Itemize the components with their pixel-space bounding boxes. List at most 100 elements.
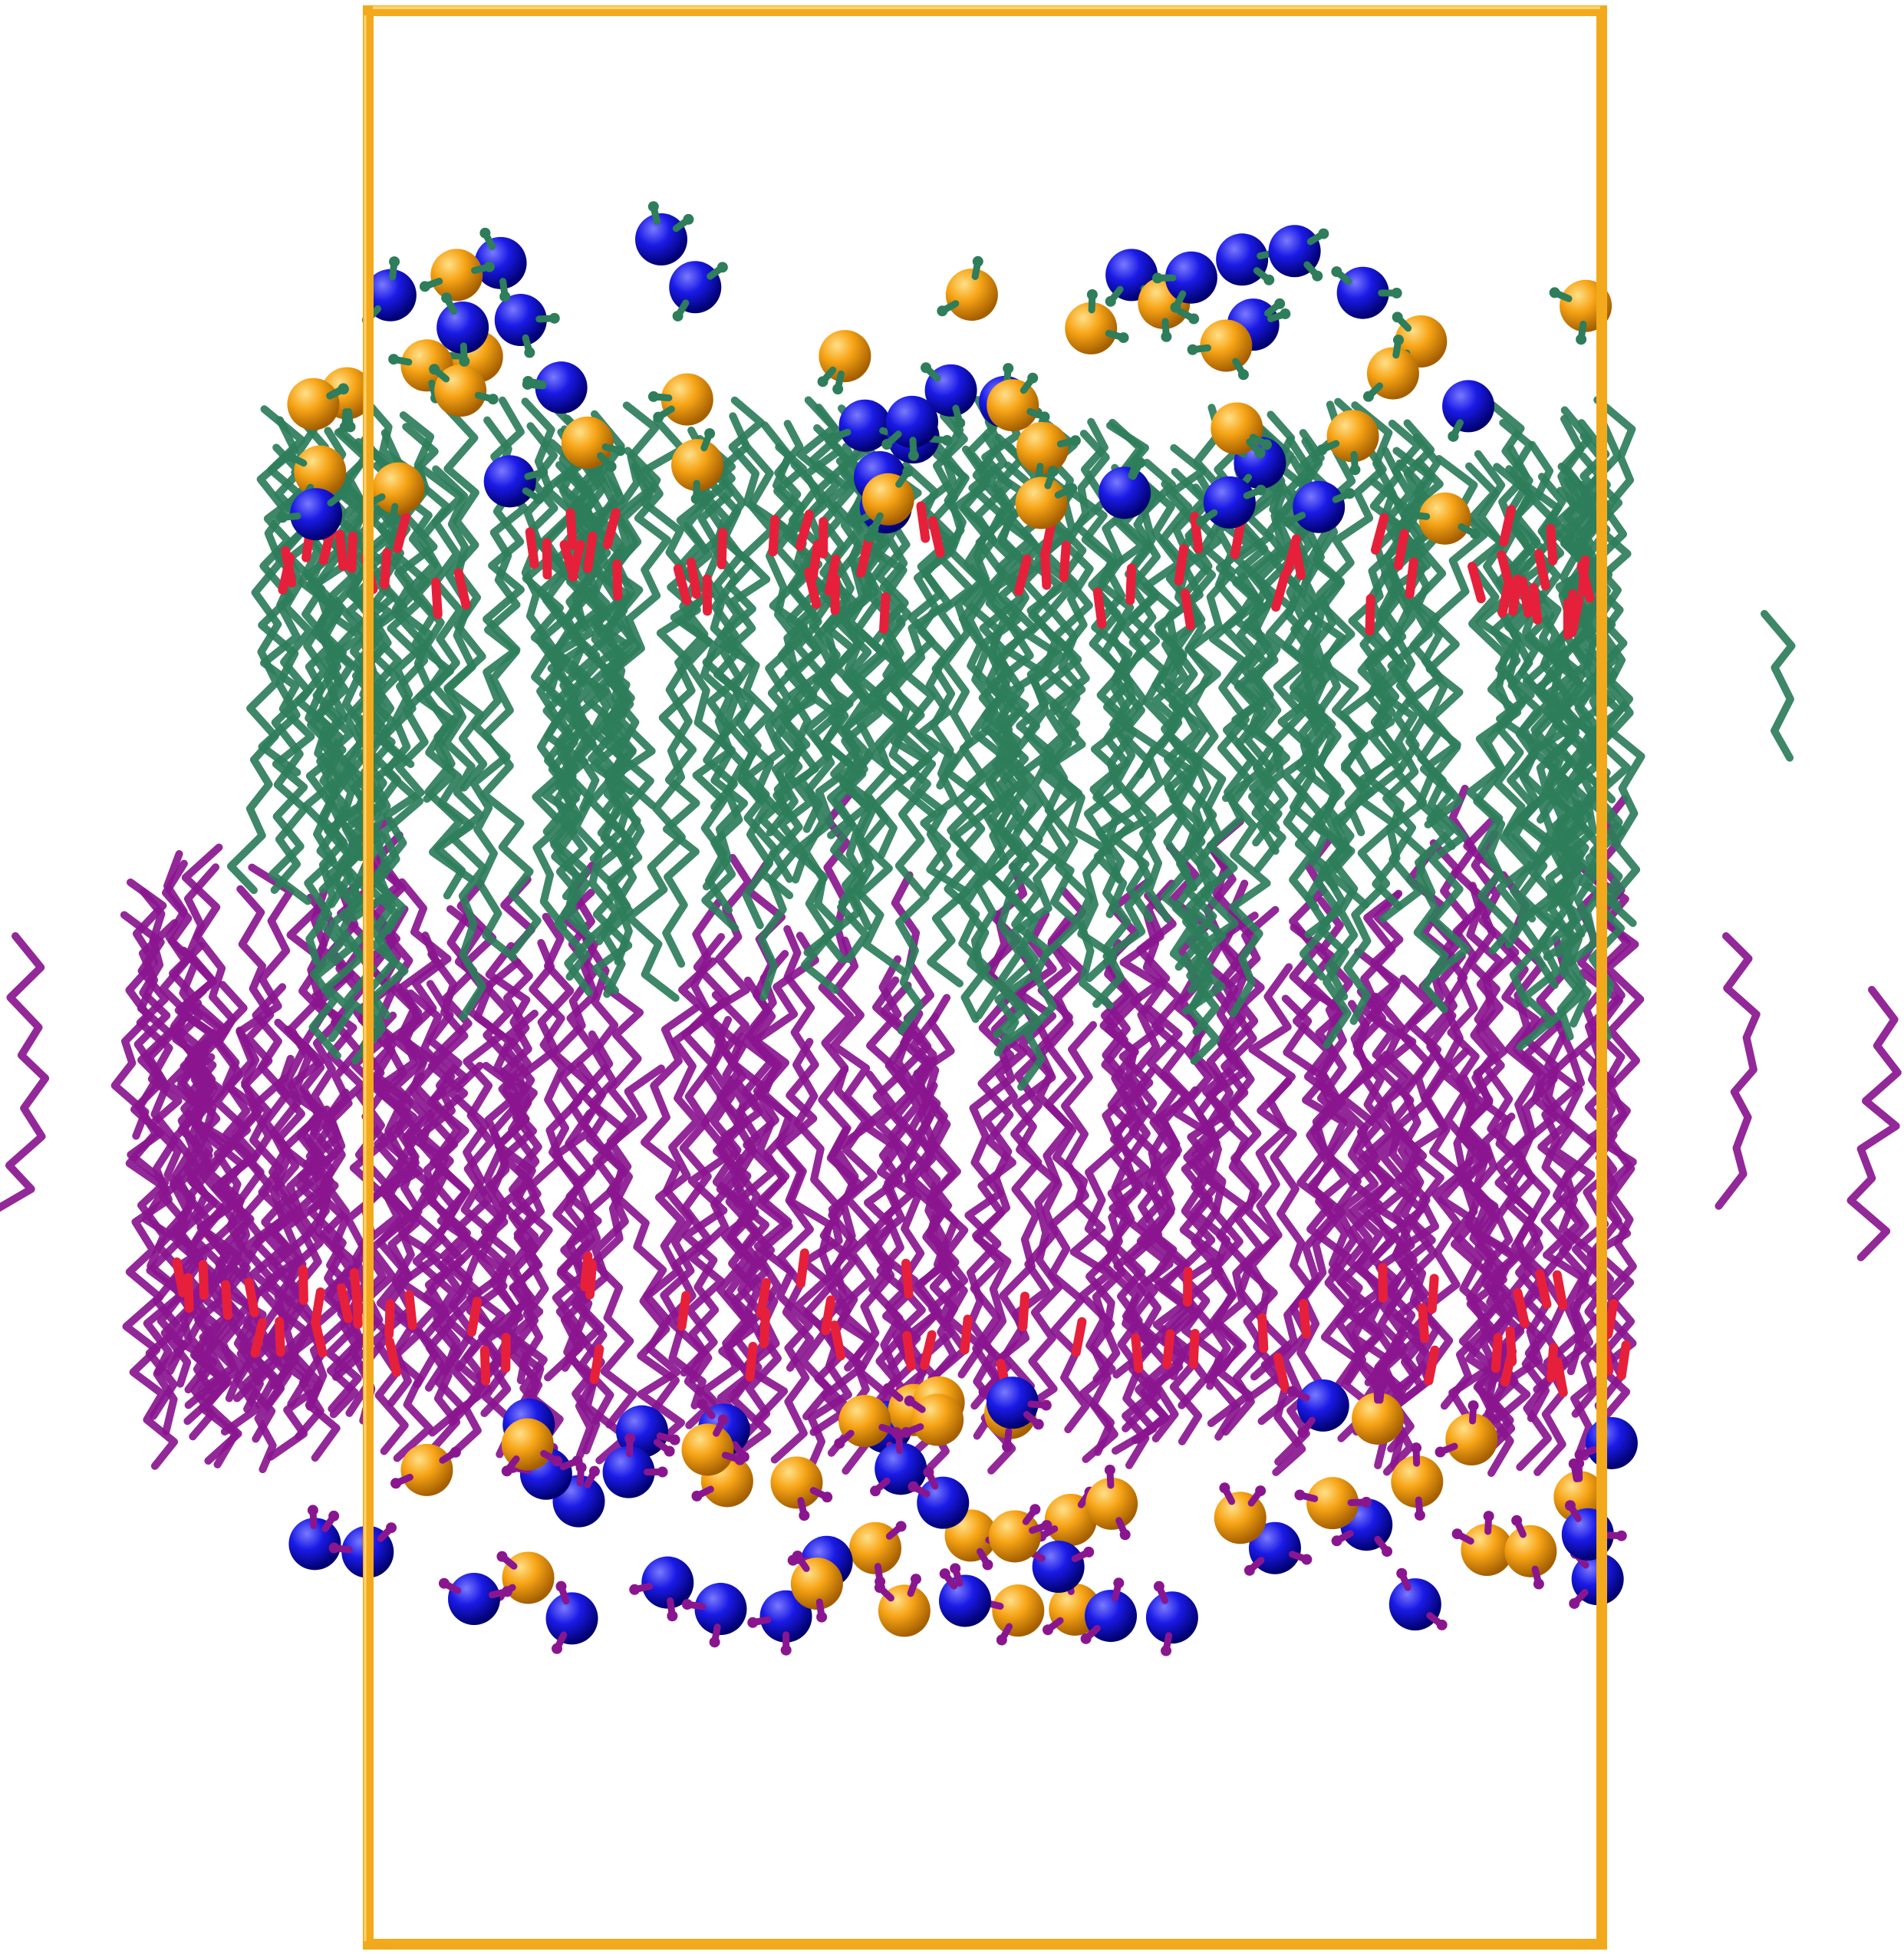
ester-oxygen-bond — [1378, 1262, 1388, 1303]
ester-oxygen-bond — [1365, 594, 1375, 636]
ester-oxygen-bond — [466, 1297, 482, 1337]
upper-lipid-chain — [864, 482, 931, 1035]
ester-oxygen-bond — [1529, 582, 1543, 625]
nitrogen-bead — [917, 1476, 970, 1529]
ester-oxygen-bond — [542, 538, 552, 580]
upper-lipid-chain — [589, 463, 652, 941]
nitrogen-bead — [1099, 466, 1151, 519]
ester-oxygen-bond — [1131, 1333, 1144, 1373]
ester-oxygen-bond — [1468, 562, 1486, 604]
ester-oxygen-bond — [1230, 517, 1246, 559]
ester-oxygen-bond — [1059, 540, 1071, 582]
lower-lipid-chain — [590, 1064, 665, 1429]
lower-lipid-chain — [1543, 1030, 1613, 1457]
lower-lipid-chain — [741, 950, 813, 1464]
phosphate-bead — [294, 445, 347, 498]
lower-lipid-chain — [1221, 963, 1296, 1436]
upper-lipid-chain — [1516, 440, 1590, 1051]
ester-oxygen-bond — [347, 531, 357, 573]
lower-lipid-chain — [1102, 997, 1162, 1469]
lower-lipid-chain — [337, 881, 442, 1389]
upper-lipid-chain — [608, 417, 687, 809]
ester-oxygen-bond — [1071, 1317, 1087, 1357]
ester-oxygen-bond — [821, 1295, 835, 1336]
ester-oxygen-bond — [920, 1330, 937, 1370]
ester-oxygen-bond — [336, 1283, 353, 1323]
phosphate-bead — [1391, 1455, 1444, 1508]
nitrogen-bead — [448, 1573, 500, 1625]
lower-lipid-chain — [1178, 905, 1280, 1409]
lower-lipid-chain — [305, 964, 364, 1411]
ester-oxygen-bond — [1040, 548, 1052, 590]
lower-lipid-chain — [0, 932, 50, 1212]
nitrogen-bead — [669, 261, 722, 314]
ester-oxygen-bond — [745, 1341, 758, 1382]
lower-lipid-chain — [664, 898, 723, 1429]
lower-lipid-chain — [1456, 1074, 1520, 1462]
upper-lipid-chain — [696, 434, 763, 803]
ester-oxygen-bond — [1299, 1299, 1311, 1340]
upper-lipid-chain — [797, 470, 867, 833]
ester-oxygen-bond — [583, 531, 598, 573]
ester-oxygen-bond — [879, 592, 891, 634]
lower-lipid-chain — [861, 1070, 926, 1438]
ester-oxygen-bond — [1162, 1329, 1175, 1370]
ester-oxygen-bond — [927, 516, 945, 558]
lower-lipid-chain — [838, 871, 935, 1475]
nitrogen-bead — [474, 236, 527, 289]
phosphate-bead — [770, 1456, 823, 1509]
ester-oxygen-bond — [1553, 1357, 1568, 1398]
ester-oxygen-bond — [1427, 1274, 1439, 1314]
phosphate-bead — [1200, 319, 1253, 372]
nitrogen-bead — [535, 361, 588, 414]
ester-oxygen-bond — [1405, 557, 1418, 599]
phosphate-bead — [372, 462, 425, 515]
ester-oxygen-bond — [585, 1259, 597, 1300]
ester-oxygen-bond — [808, 540, 822, 582]
ester-oxygen-bond — [1533, 549, 1550, 591]
ester-oxygen-bonds — [172, 501, 1631, 1399]
phosphate-bead — [988, 1510, 1041, 1563]
ester-oxygen-bond — [311, 1287, 325, 1328]
ester-oxygen-bond — [349, 1267, 362, 1308]
upper-lipid-chain — [1248, 424, 1309, 832]
lower-lipid-chain — [1257, 837, 1346, 1426]
ester-oxygen-bond — [1500, 1347, 1517, 1387]
ester-oxygen-bond — [1271, 570, 1290, 612]
ester-oxygen-bond — [198, 1260, 209, 1300]
nitrogen-bead — [483, 455, 536, 508]
upper-lipid-chain — [1343, 420, 1422, 1025]
upper-lipid-chain — [934, 443, 991, 1024]
periodic-box-icon — [363, 5, 1607, 1950]
lower-lipid-chain — [700, 1018, 758, 1449]
phosphate-bead — [1065, 302, 1118, 354]
upper-lipid-chain — [258, 405, 306, 776]
ester-oxygen-bond — [1290, 538, 1306, 580]
ester-oxygen-bond — [1567, 595, 1584, 638]
upper-lipid-chain — [1189, 414, 1283, 1010]
upper-lipid-chain — [1091, 467, 1157, 923]
lower-lipid-chain — [1012, 886, 1087, 1417]
nitrogen-bead — [938, 1574, 991, 1627]
ester-oxygen-bond — [525, 527, 539, 569]
nitrogen-bead — [838, 399, 891, 452]
lower-lipid-chain — [800, 1126, 865, 1477]
ester-oxygen-bond — [960, 1314, 973, 1355]
ester-oxygen-bond — [804, 567, 822, 609]
lower-lipid-chain — [1309, 983, 1365, 1388]
ester-oxygen-bond — [602, 508, 621, 550]
ester-oxygen-bond — [1180, 588, 1195, 631]
ester-oxygen-bond — [756, 1277, 771, 1318]
phosphate-bead — [1016, 421, 1069, 474]
lower-leaflet — [0, 784, 1902, 1477]
nitrogen-bead — [759, 1590, 812, 1643]
lower-lipid-chain — [249, 983, 292, 1386]
lower-lipid-chain — [603, 984, 680, 1412]
upper-lipid-chain — [308, 486, 369, 1060]
ester-oxygen-bond — [829, 1320, 845, 1361]
ester-oxygen-bond — [298, 1264, 308, 1305]
nitrogen-bead — [288, 1518, 341, 1571]
upper-lipid-chain — [834, 452, 908, 976]
lower-lipid-chain — [871, 976, 923, 1371]
